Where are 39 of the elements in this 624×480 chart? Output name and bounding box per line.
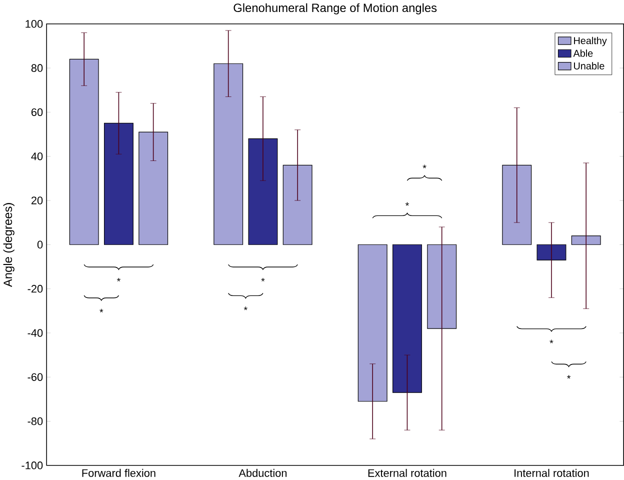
annotation: *: [116, 278, 120, 282]
annotation: *: [261, 278, 265, 282]
annotation: *: [405, 202, 409, 206]
bar: [104, 122, 134, 245]
y-tick-label: 0: [37, 240, 43, 248]
bar: [214, 63, 244, 245]
annotation: *: [567, 374, 571, 378]
y-tick-label: 100: [26, 20, 43, 28]
y-tick-label: -20: [28, 284, 43, 293]
bar: [69, 58, 99, 245]
x-tick-label: Forward flexion: [82, 468, 156, 477]
bar: [138, 132, 168, 245]
annotation: *: [550, 340, 554, 344]
annotation: *: [100, 308, 104, 312]
bar: [571, 235, 601, 245]
bar: [282, 164, 312, 245]
x-tick-label: Abduction: [238, 468, 287, 477]
legend-label: Able: [573, 49, 593, 57]
y-tick-label: 60: [31, 108, 43, 116]
y-tick-label: 40: [31, 152, 43, 160]
bar: [248, 138, 278, 245]
y-tick-label: 20: [31, 196, 43, 204]
y-tick-label: -100: [22, 461, 43, 470]
annotation: *: [422, 164, 426, 168]
y-tick-label: -40: [28, 328, 43, 337]
y-axis-title: Angle (degrees): [3, 202, 14, 287]
annotation: *: [244, 306, 248, 310]
bar: [536, 244, 566, 260]
y-tick-label: 80: [31, 64, 43, 72]
y-tick-label: -80: [28, 417, 43, 426]
bar: [358, 244, 388, 402]
x-tick-label: Internal rotation: [514, 468, 589, 477]
chart-title: Glenohumeral Range of Motion angles: [234, 3, 437, 14]
bar: [392, 244, 422, 393]
legend-label: Healthy: [574, 36, 607, 46]
x-tick-label: External rotation: [368, 468, 446, 477]
legend-label: Unable: [574, 62, 604, 70]
y-tick-label: -60: [28, 373, 43, 381]
bar: [427, 244, 457, 329]
